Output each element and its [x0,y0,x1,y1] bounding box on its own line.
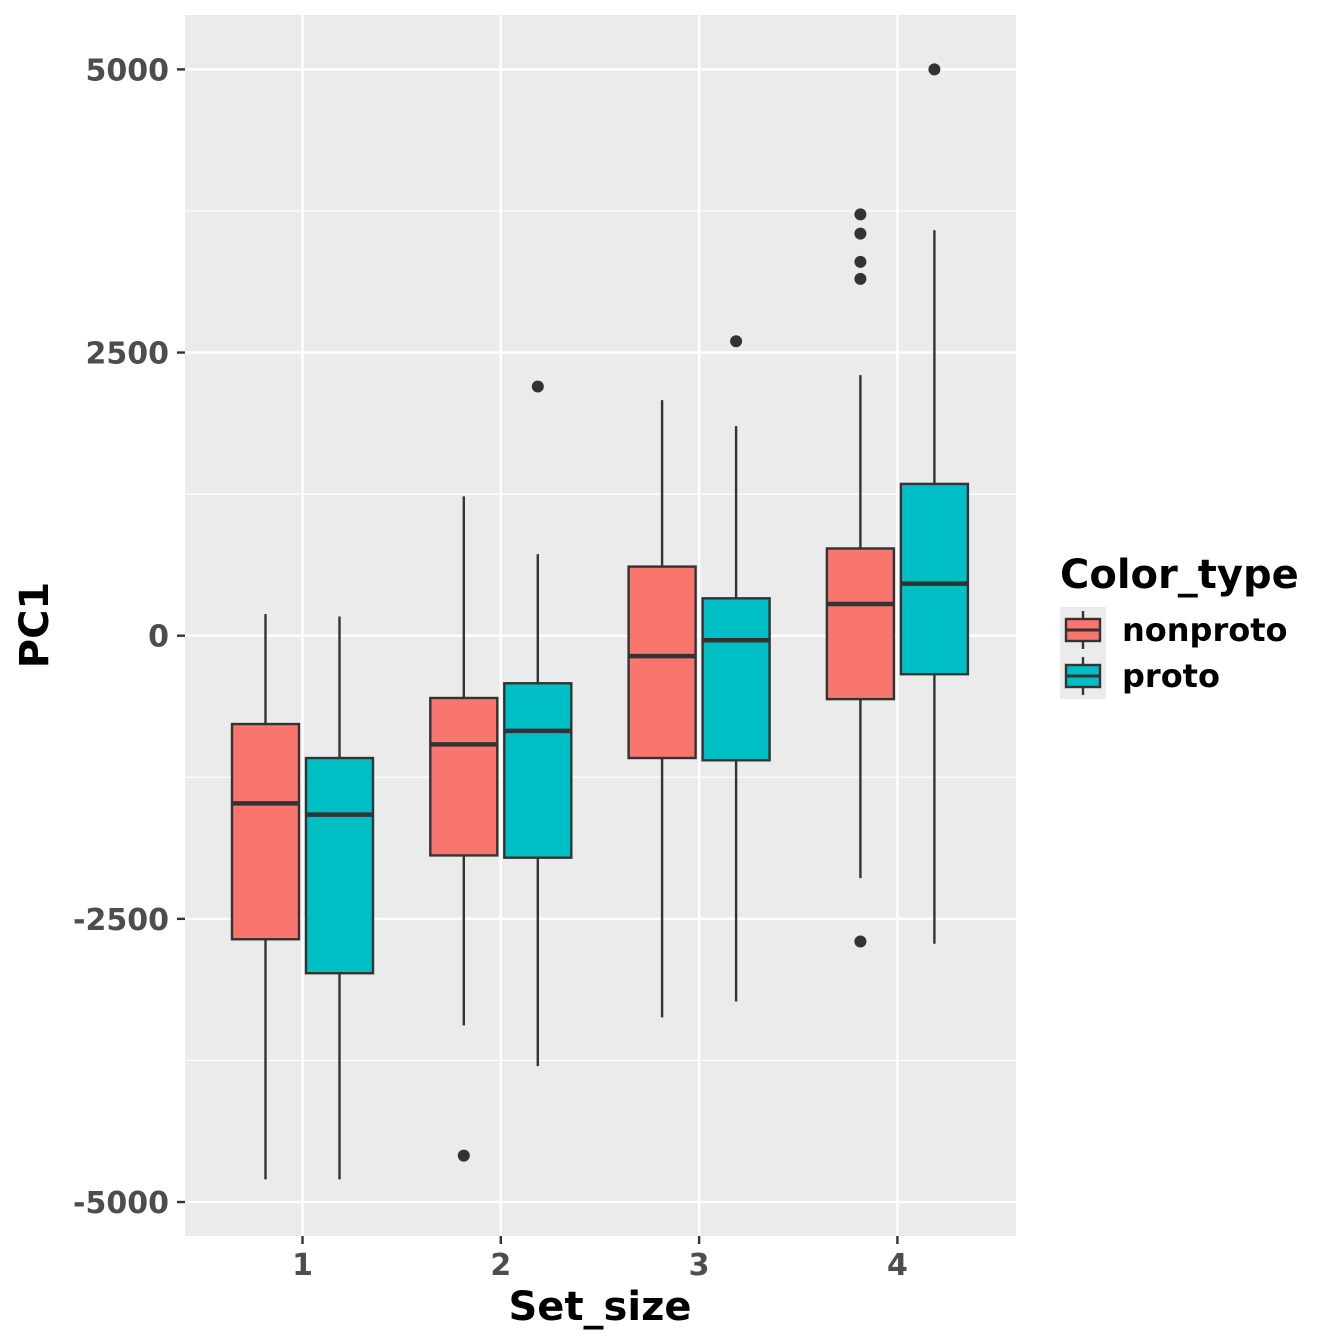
grid-lines [185,15,1016,1236]
box-nonproto-3 [627,400,697,1018]
box-proto-1 [304,616,375,1180]
outlier-point [854,208,867,221]
box-body [825,547,896,701]
x-tick-label: 1 [292,1248,313,1283]
box-body [304,756,375,975]
outlier-point [928,63,941,76]
y-tick-label: 2500 [86,337,170,372]
legend-label: proto [1122,657,1220,695]
y-tick-label: -2500 [73,903,169,938]
outlier-point [854,935,867,948]
box-nonproto-4 [825,208,896,948]
boxes-layer [230,63,970,1180]
y-tick-label: 5000 [86,53,170,88]
box-body [899,482,970,676]
x-tick-label: 3 [689,1248,710,1283]
x-tick-label: 2 [490,1248,511,1283]
legend-label: nonproto [1122,611,1288,649]
outlier-point [457,1149,470,1162]
outlier-point [730,335,743,348]
legend-title: Color_type [1060,552,1299,598]
box-proto-3 [701,335,771,1002]
legend-item-nonproto: nonproto [1060,607,1288,653]
outlier-point [531,380,544,393]
x-axis-title: Set_size [509,1284,692,1330]
y-tick-label: -5000 [73,1186,169,1221]
y-axis-title: PC1 [12,582,58,669]
box-proto-2 [503,380,573,1067]
outlier-point [854,227,867,240]
box-nonproto-2 [429,496,499,1162]
legend: Color_type nonproto proto [1060,552,1299,699]
box-body [230,722,301,941]
box-body [627,565,697,760]
x-axis: 1 2 3 4 [292,1236,908,1283]
x-tick-label: 4 [887,1248,908,1283]
y-tick-label: 0 [148,620,169,655]
box-body [503,682,573,859]
box-body [429,696,499,857]
box-nonproto-1 [230,614,301,1180]
outlier-point [854,255,867,268]
outlier-point [854,272,867,285]
y-axis: -5000 -2500 0 2500 5000 [73,53,185,1221]
legend-item-proto: proto [1060,653,1220,699]
box-body [701,597,771,762]
box-proto-4 [899,63,970,944]
